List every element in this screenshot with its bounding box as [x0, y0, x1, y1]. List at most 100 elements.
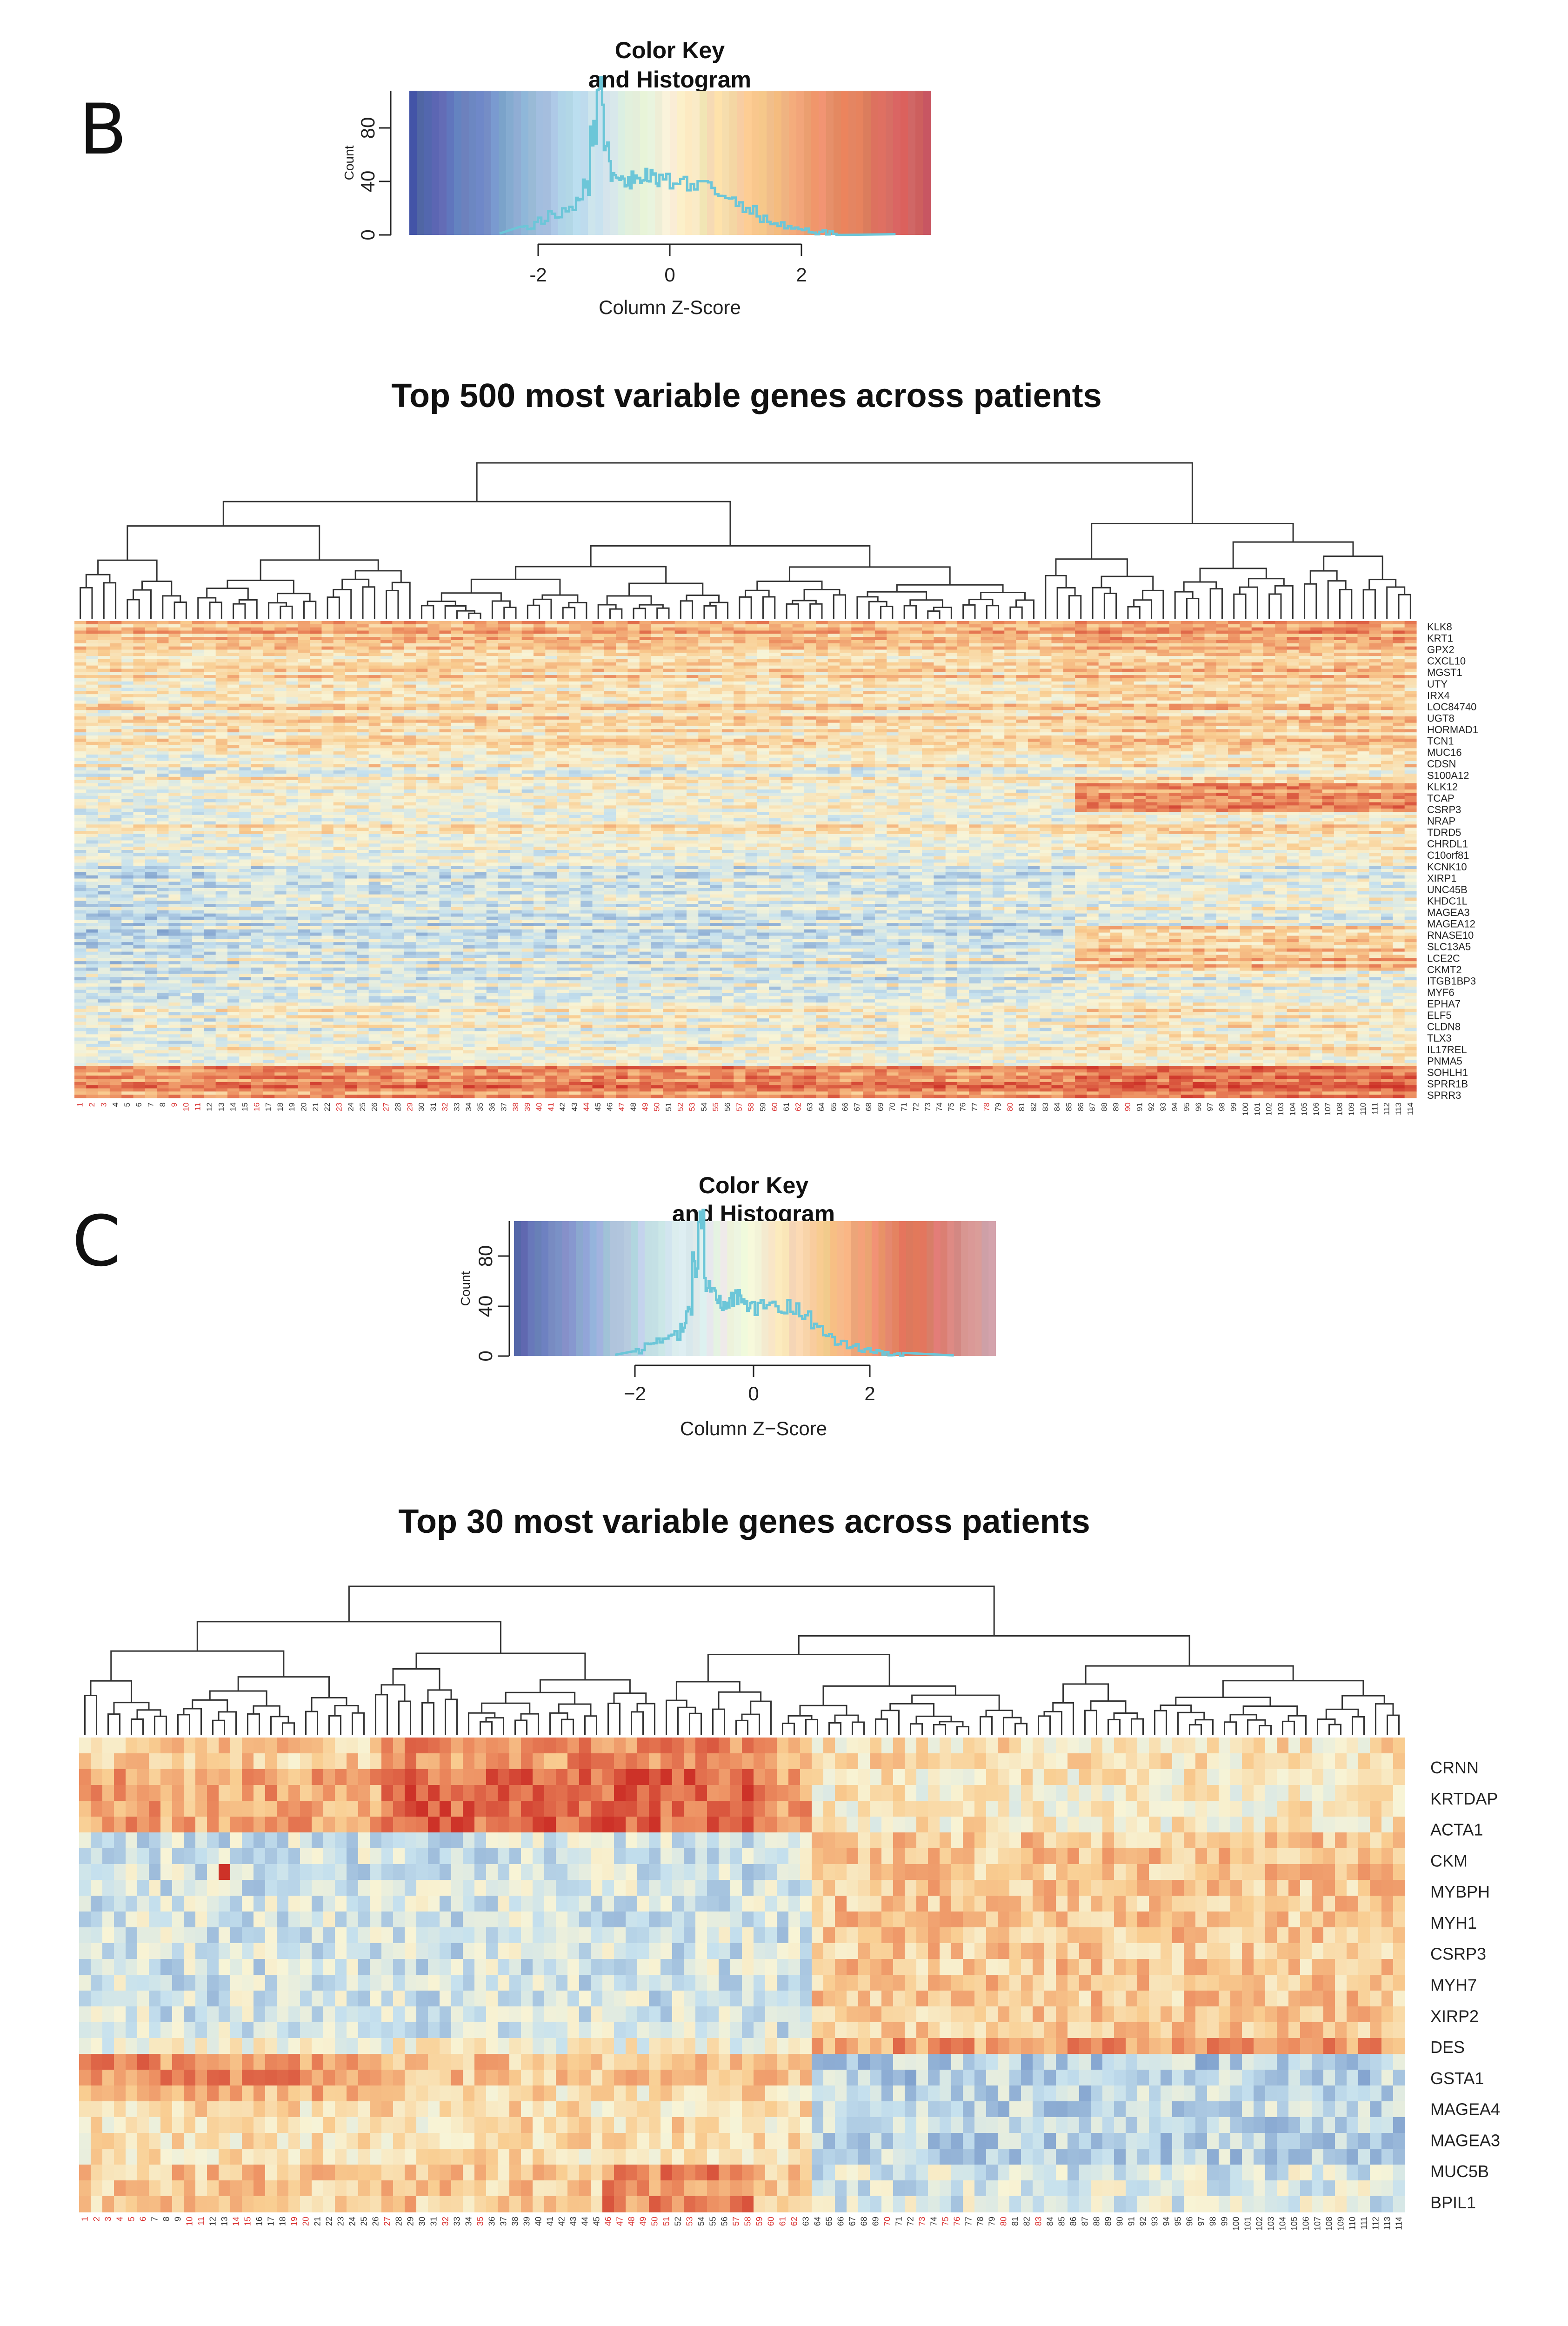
heatmap-cell: [121, 631, 133, 634]
heatmap-cell: [180, 1091, 193, 1095]
heatmap-cell: [133, 650, 146, 653]
heatmap-cell: [180, 634, 193, 637]
heatmap-cell: [133, 742, 146, 745]
heatmap-cell: [192, 1015, 204, 1018]
heatmap-cell: [192, 697, 204, 701]
heatmap-cell: [74, 904, 87, 907]
heatmap-cell: [145, 888, 157, 891]
heatmap-cell: [157, 993, 169, 996]
dendrogram-branch: [610, 609, 621, 619]
heatmap-cell: [86, 640, 98, 643]
color-key-swatch: [915, 91, 923, 235]
heatmap-cell: [204, 961, 216, 964]
heatmap-cell: [86, 710, 98, 713]
heatmap-cell: [121, 917, 133, 920]
heatmap-cell: [145, 885, 157, 888]
heatmap-cell: [121, 999, 133, 1003]
dendrogram-branch: [928, 611, 940, 619]
heatmap-cell: [192, 1060, 204, 1063]
heatmap-cell: [86, 856, 98, 860]
heatmap-cell: [74, 977, 87, 980]
color-key-swatch: [863, 91, 871, 235]
heatmap-cell: [110, 1053, 122, 1056]
heatmap-cell: [157, 643, 169, 647]
color-key-swatch: [737, 91, 745, 235]
heatmap-cell: [86, 688, 98, 691]
heatmap-cell: [157, 707, 169, 710]
dendrogram-branch: [746, 590, 769, 597]
dendrogram-branch: [1016, 600, 1034, 619]
heatmap-cell: [86, 926, 98, 929]
heatmap-cell: [133, 841, 146, 844]
heatmap-cell: [98, 843, 110, 847]
heatmap-cell: [98, 758, 110, 761]
heatmap-cell: [98, 691, 110, 694]
heatmap-cell: [204, 993, 216, 996]
heatmap-cell: [133, 1089, 146, 1092]
heatmap-cell: [145, 990, 157, 993]
heatmap-cell: [180, 745, 193, 749]
color-key-swatch: [759, 91, 767, 235]
heatmap-cell: [110, 847, 122, 850]
heatmap-cell: [204, 796, 216, 799]
heatmap-cell: [168, 1079, 180, 1082]
heatmap-cell: [74, 739, 87, 742]
heatmap-cell: [192, 907, 204, 910]
heatmap-cell: [204, 659, 216, 662]
heatmap-cell: [204, 926, 216, 929]
heatmap-cell: [74, 1060, 87, 1063]
heatmap-cell: [121, 666, 133, 669]
heatmap-cell: [74, 1066, 87, 1069]
heatmap-cell: [74, 1091, 87, 1095]
heatmap-cell: [86, 971, 98, 974]
heatmap-cell: [145, 1041, 157, 1044]
heatmap-cell: [86, 682, 98, 685]
heatmap-cell: [145, 993, 157, 996]
heatmap-cell: [86, 1022, 98, 1025]
heatmap-cell: [192, 704, 204, 707]
heatmap-cell: [121, 732, 133, 735]
dendrogram-branch: [198, 598, 216, 619]
heatmap-cell: [192, 802, 204, 806]
heatmap-cell: [180, 882, 193, 885]
heatmap-cell: [86, 936, 98, 939]
heatmap-cell: [110, 936, 122, 939]
heatmap-cell: [180, 860, 193, 863]
heatmap-cell: [121, 818, 133, 822]
heatmap-cell: [121, 685, 133, 688]
heatmap-cell: [180, 802, 193, 806]
color-key-b: Color Key and Histogram 0 40 80 Count -2…: [342, 37, 931, 318]
dendrogram-branch: [789, 567, 950, 585]
heatmap-cell: [204, 1089, 216, 1092]
dendrogram-branch: [634, 608, 645, 619]
heatmap-cell: [133, 1079, 146, 1082]
heatmap-cell: [157, 1009, 169, 1012]
heatmap-cell: [168, 796, 180, 799]
heatmap-cell: [86, 977, 98, 980]
heatmap-cell: [157, 968, 169, 971]
dendrogram-branch: [223, 501, 730, 546]
heatmap-cell: [110, 758, 122, 761]
heatmap-cell: [121, 1034, 133, 1037]
heatmap-cell: [145, 691, 157, 694]
heatmap-cell: [86, 624, 98, 628]
heatmap-cell: [86, 974, 98, 977]
heatmap-cell: [133, 1069, 146, 1073]
heatmap-cell: [157, 822, 169, 825]
heatmap-cell: [168, 1031, 180, 1035]
heatmap-cell: [204, 662, 216, 666]
heatmap-cell: [192, 837, 204, 841]
heatmap-cell: [180, 822, 193, 825]
heatmap-cell: [168, 672, 180, 675]
heatmap-cell: [180, 945, 193, 949]
heatmap-cell: [98, 770, 110, 774]
color-key-swatch: [677, 91, 685, 235]
heatmap-cell: [192, 996, 204, 999]
heatmap-cell: [74, 856, 87, 860]
heatmap-cell: [86, 678, 98, 682]
heatmap-cell: [145, 1050, 157, 1054]
dendrogram-branch: [1399, 595, 1410, 619]
heatmap-cell: [86, 828, 98, 831]
heatmap-cell: [110, 920, 122, 923]
heatmap-cell: [86, 923, 98, 926]
